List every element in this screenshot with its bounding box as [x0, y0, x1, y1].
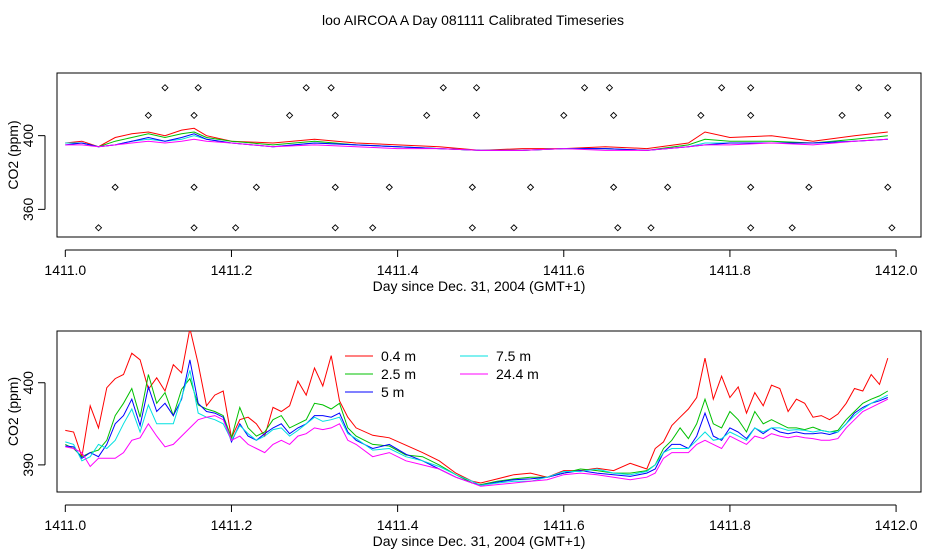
series-line-0	[65, 127, 888, 151]
x-tick-label: 1412.0	[875, 262, 918, 278]
legend-label: 7.5 m	[496, 348, 531, 364]
x-tick-label: 1412.0	[875, 517, 918, 533]
diamond-marker	[609, 111, 618, 120]
y-axis-label: CO2 (ppm)	[5, 120, 21, 189]
diamond-marker	[855, 84, 863, 92]
diamond-marker	[144, 111, 153, 120]
diamond-marker	[697, 111, 705, 120]
top-panel: 1411.0 1411.2 1411.4 1411.6 1411.8 1412.0 Day …	[5, 72, 922, 294]
diamond-marker	[526, 183, 535, 191]
diamond-marker	[805, 183, 813, 191]
diamond-marker	[888, 224, 896, 232]
x-axis-label: Day since Dec. 31, 2004 (GMT+1)	[373, 278, 586, 294]
bottom-panel: 1411.0 1411.2 1411.4 1411.6 1411.8 1412.0 Day …	[5, 330, 922, 549]
diamond-marker	[580, 84, 589, 92]
x-tick-label: 1411.0	[44, 517, 86, 533]
legend-label: 5 m	[381, 384, 404, 400]
diamond-marker	[190, 183, 198, 191]
x-tick-label: 1411.8	[709, 262, 751, 278]
diamond-marker	[884, 183, 892, 191]
series-line-3	[65, 133, 888, 151]
y-tick-label: 390	[20, 453, 36, 477]
series-line-4	[65, 138, 888, 151]
diamond-marker	[331, 224, 339, 232]
series-line-0	[65, 331, 889, 484]
diamond-marker	[194, 84, 202, 92]
diamond-marker	[385, 183, 393, 191]
series-line-1	[65, 131, 888, 151]
series-line-2	[65, 359, 888, 486]
diamond-marker	[472, 111, 481, 120]
x-tick-label: 1411.4	[377, 517, 419, 533]
y-tick-label: 400	[20, 124, 36, 148]
diamond-marker	[747, 84, 755, 92]
diamond-marker	[285, 111, 294, 120]
legend-label: 24.4 m	[496, 366, 539, 382]
x-tick-label: 1411.2	[211, 262, 253, 278]
diamond-marker	[663, 183, 672, 191]
diamond-marker	[605, 84, 614, 92]
diamond-marker	[560, 111, 568, 120]
diamond-marker	[747, 183, 755, 191]
diamond-marker	[747, 111, 755, 120]
legend-label: 0.4 m	[381, 348, 416, 364]
plot-frame	[56, 330, 922, 493]
diamond-marker	[190, 224, 198, 232]
diamond-marker	[510, 224, 518, 232]
diamond-marker	[331, 183, 339, 191]
diamond-marker	[94, 224, 103, 232]
legend-label: 2.5 m	[381, 366, 416, 382]
series-line-4	[65, 398, 889, 487]
diamond-marker	[439, 84, 447, 92]
y-tick-label: 400	[20, 371, 36, 395]
diamond-marker	[884, 111, 892, 120]
diamond-marker	[468, 183, 477, 191]
series-line-3	[65, 370, 889, 486]
diamond-marker	[788, 224, 796, 232]
x-tick-label: 1411.2	[211, 517, 253, 533]
diamond-marker	[647, 224, 655, 232]
y-axis-label: CO2 (ppm)	[5, 377, 21, 446]
diamond-marker	[614, 224, 622, 232]
figure-title: loo AIRCOA A Day 081111 Calibrated Times…	[322, 12, 624, 28]
x-tick-label: 1411.4	[377, 262, 419, 278]
diamond-marker	[747, 224, 755, 232]
diamond-marker	[111, 183, 119, 191]
diamond-marker	[252, 183, 261, 191]
plot-frame	[56, 72, 922, 238]
diamond-marker	[717, 84, 726, 92]
legend: 0.4 m 2.5 m 5 m 7.5 m 24.4 m	[345, 348, 539, 400]
diamond-marker	[161, 84, 169, 92]
diamond-marker	[369, 224, 377, 232]
diamond-marker	[190, 111, 198, 120]
x-tick-label: 1411.8	[709, 517, 751, 533]
x-axis-label: Day since Dec. 31, 2004 (GMT+1)	[373, 533, 586, 549]
diamond-marker	[327, 84, 335, 92]
diamond-marker	[884, 84, 892, 92]
x-tick-label: 1411.6	[543, 262, 585, 278]
diamond-marker	[838, 111, 846, 120]
diamond-marker	[302, 84, 310, 92]
diamond-marker	[423, 111, 431, 120]
y-tick-label: 360	[20, 197, 36, 221]
diamond-marker	[472, 84, 481, 92]
x-tick-label: 1411.6	[543, 517, 585, 533]
diamond-marker	[609, 183, 618, 191]
diamond-marker	[331, 111, 339, 120]
x-tick-label: 1411.0	[44, 262, 86, 278]
diamond-marker	[231, 224, 240, 232]
diamond-marker	[468, 224, 477, 232]
